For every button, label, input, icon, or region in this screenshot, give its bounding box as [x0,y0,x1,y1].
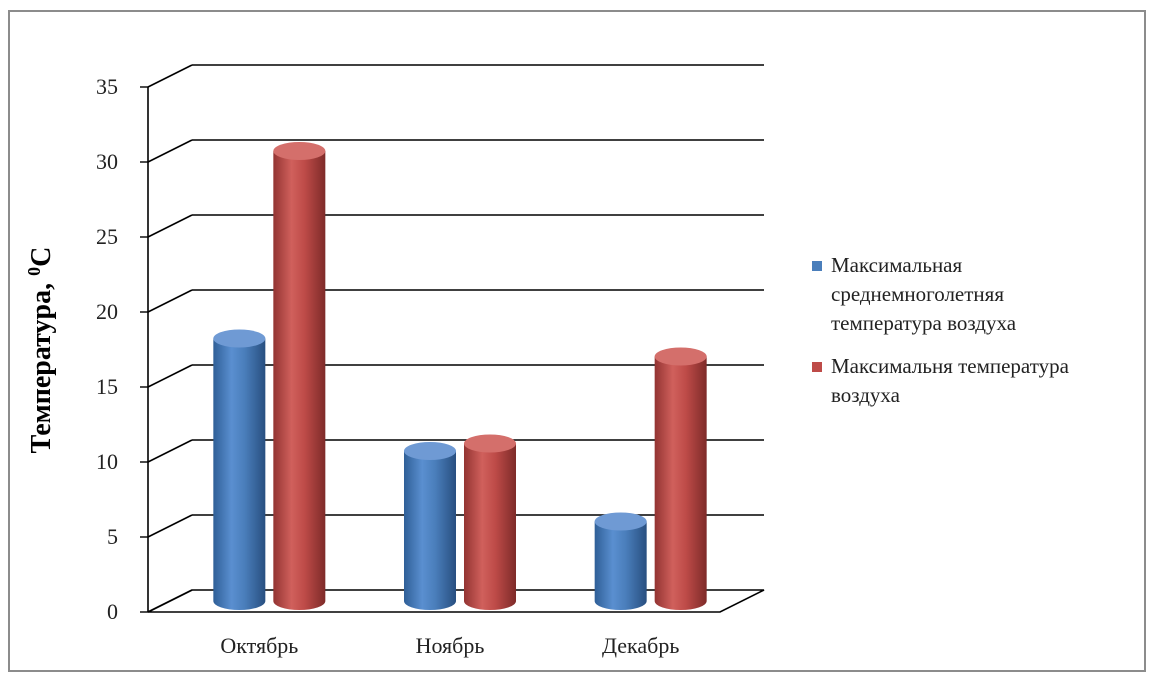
y-tick-label: 35 [96,74,118,99]
y-axis-title: Температура, 0С [24,247,57,454]
chart-frame [8,10,1146,672]
y-tick-label: 20 [96,299,118,324]
gridline-slant [147,64,193,88]
gridline-slant [147,364,193,388]
legend-label: воздуха [831,383,901,407]
y-tick-label: 15 [96,374,118,399]
bar [404,442,456,610]
x-tick-label: Ноябрь [416,633,485,658]
bar [213,329,266,610]
gridline-slant [147,514,193,538]
gridline-slant [147,439,193,463]
bar [654,347,707,610]
bar-body [273,151,326,610]
legend-swatch [812,362,822,372]
x-tick-label: Октябрь [220,633,298,658]
legend-swatch [812,261,822,271]
gridline-slant [147,139,193,163]
bar-body [654,356,707,610]
bar [273,142,326,610]
bars [213,142,707,610]
bar-top [654,347,707,366]
bar-body [213,338,266,610]
bar [594,512,647,610]
x-tick-label: Декабрь [602,633,679,658]
bar [464,434,516,610]
labels: 0 5 10 15 20 25 30 35 Октябрь Ноябрь Декабрь Темпер… [24,74,679,658]
gridline-slant [147,214,193,238]
floor [147,589,765,613]
legend-label: среднемноголетняя [831,282,1004,306]
legend-entry: Максимальня температура воздуха [812,354,1070,407]
bar-top [213,329,266,348]
y-tick-label: 5 [107,524,118,549]
legend-label: температура воздуха [831,311,1017,335]
y-tick-label: 30 [96,149,118,174]
gridline-slant [147,289,193,313]
bar-top [404,442,456,460]
y-tick-label: 25 [96,224,118,249]
bar-top [464,434,516,453]
bar-body [594,521,647,610]
y-tick-label: 10 [96,449,118,474]
legend-label: Максимальная [831,253,962,277]
y-tick-label: 0 [107,599,118,624]
legend-entry: Максимальная среднемноголетняя температура… [812,253,1017,335]
bar-body [464,443,516,610]
bar-top [594,512,647,531]
legend-label: Максимальня температура [831,354,1070,378]
bar-top [273,142,326,160]
bar-body [404,451,456,610]
legend: Максимальная среднемноголетняя температура… [812,253,1070,407]
